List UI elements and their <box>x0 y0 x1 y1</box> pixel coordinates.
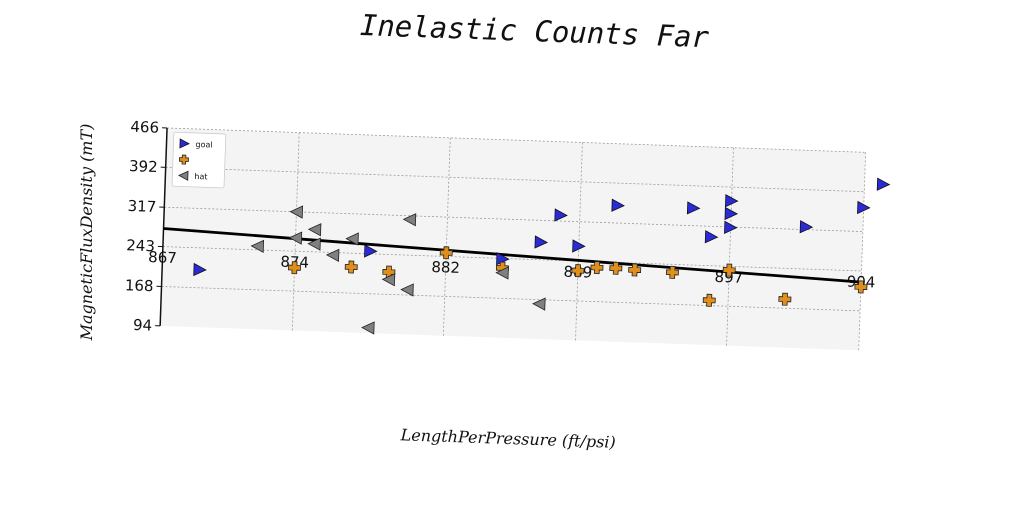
data-point <box>609 261 623 275</box>
data-point <box>724 206 739 221</box>
data-point <box>325 248 340 263</box>
legend-label: hat <box>194 172 207 181</box>
data-point <box>288 261 301 275</box>
y-tick-label: 317 <box>127 197 156 216</box>
data-point <box>702 293 716 307</box>
data-point <box>572 239 586 253</box>
data-point <box>532 297 546 311</box>
data-point <box>857 200 871 215</box>
legend-marker <box>178 170 189 181</box>
y-tick-label: 94 <box>133 316 153 335</box>
data-point <box>307 223 322 237</box>
regression-layer <box>163 227 862 284</box>
data-points <box>193 177 891 335</box>
data-point <box>344 260 358 274</box>
data-point <box>495 266 509 280</box>
plot-area: 86787488288989790494168243317392466 goal… <box>125 118 891 351</box>
data-point <box>193 262 207 277</box>
data-point <box>288 231 303 245</box>
y-tick-label: 466 <box>130 118 159 137</box>
y-grid-line <box>161 286 861 312</box>
data-point <box>590 261 604 275</box>
x-grid-line <box>575 142 583 341</box>
data-point <box>289 205 304 219</box>
y-grid-line <box>167 127 866 153</box>
y-tick-label: 168 <box>125 276 154 295</box>
legend-marker <box>179 138 190 149</box>
data-point <box>722 263 736 277</box>
plot-background <box>160 127 866 351</box>
y-grid-line <box>165 166 865 193</box>
tick-labels: 86787488288989790494168243317392466 <box>125 118 876 335</box>
data-point <box>628 263 642 277</box>
data-point <box>345 232 359 246</box>
data-point <box>665 265 679 279</box>
axes <box>155 127 168 327</box>
data-point <box>381 273 396 287</box>
data-point <box>402 213 417 227</box>
data-point <box>686 201 701 215</box>
x-grid-line <box>442 137 451 336</box>
data-point <box>571 264 585 278</box>
y-grid-line <box>164 206 863 233</box>
data-point <box>400 283 414 297</box>
data-point <box>307 237 321 251</box>
legend-label: goal <box>195 140 212 150</box>
y-axis-line <box>159 127 168 326</box>
legend: goal hat <box>171 131 227 189</box>
x-tick-label: 882 <box>431 258 460 277</box>
data-point <box>778 292 792 306</box>
data-point <box>554 208 568 222</box>
data-point <box>611 198 625 212</box>
y-grid-line <box>162 246 862 272</box>
data-point <box>724 220 738 234</box>
data-point <box>534 235 549 249</box>
data-point <box>364 244 378 258</box>
x-grid-line <box>726 147 734 346</box>
x-grid-line <box>291 132 300 331</box>
data-point <box>799 220 814 234</box>
y-tick-label: 243 <box>126 236 155 255</box>
data-point <box>876 177 891 191</box>
x-axis-label: LengthPerPressure (ft/psi) <box>399 425 616 452</box>
data-point <box>854 280 868 294</box>
legend-marker <box>178 154 189 165</box>
data-point <box>250 239 265 254</box>
y-axis-label: MagneticFluxDensity (mT) <box>77 124 96 342</box>
data-point <box>724 194 739 208</box>
x-tick-label: 867 <box>148 248 177 267</box>
grid <box>161 127 867 351</box>
y-tick-label: 392 <box>129 157 158 176</box>
data-point <box>361 321 375 335</box>
x-grid-line <box>858 152 867 351</box>
data-point <box>704 230 719 244</box>
data-point <box>439 246 453 260</box>
regression-line <box>163 227 862 284</box>
